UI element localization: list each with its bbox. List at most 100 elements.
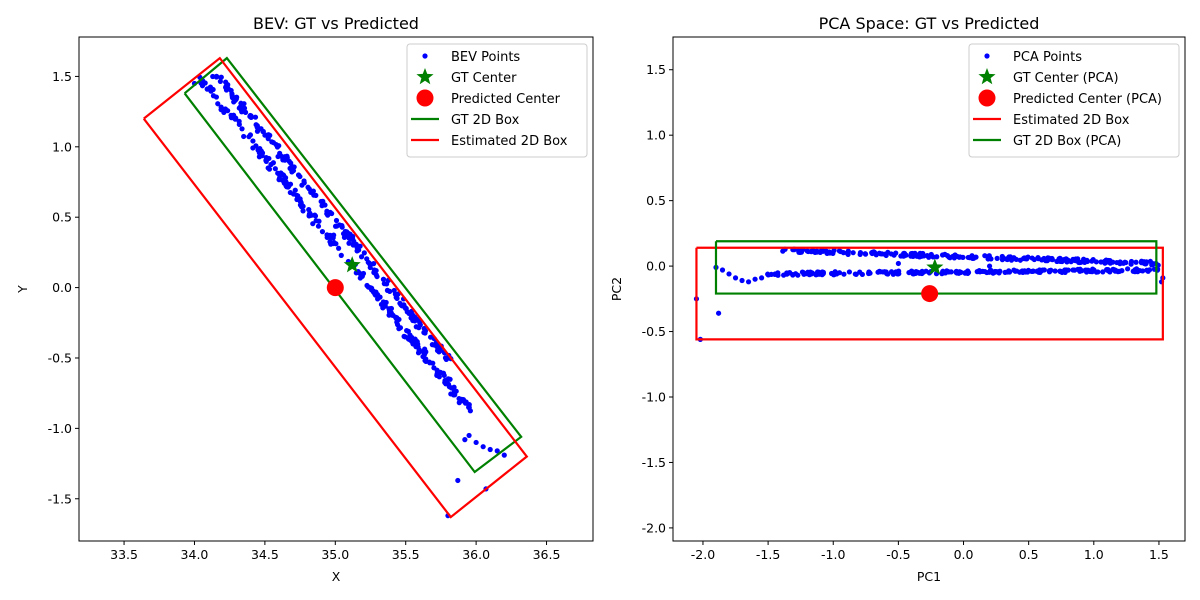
- x-tick-label: 34.5: [251, 547, 279, 562]
- axes-frame: [78, 36, 594, 542]
- data-point: [252, 114, 259, 120]
- data-point: [909, 251, 915, 258]
- data-point: [276, 175, 283, 182]
- data-point: [765, 271, 771, 277]
- data-point: [804, 248, 810, 254]
- data-point: [831, 272, 837, 278]
- data-point: [739, 277, 745, 284]
- data-point: [272, 166, 278, 172]
- data-point: [1140, 268, 1146, 274]
- data-point: [1089, 269, 1095, 275]
- data-point: [295, 172, 302, 178]
- data-point: [332, 223, 339, 229]
- data-point: [1116, 268, 1123, 274]
- data-point: [1013, 256, 1019, 263]
- data-point: [1041, 267, 1047, 273]
- data-point: [1008, 257, 1015, 263]
- data-point: [336, 222, 343, 228]
- x-tick-label: 1.5: [1149, 547, 1169, 562]
- y-tick-label: 1.5: [646, 62, 666, 77]
- data-point: [820, 269, 826, 275]
- data-point: [1023, 269, 1029, 275]
- legend-frame: [406, 43, 588, 158]
- y-tick-label: 1.0: [52, 139, 72, 154]
- data-point: [1149, 262, 1155, 268]
- data-point: [350, 242, 356, 248]
- data-point: [421, 325, 427, 332]
- chart-title: BEV: GT vs Predicted: [253, 14, 419, 33]
- data-point: [1100, 269, 1106, 275]
- data-point: [215, 101, 221, 107]
- gt-center-marker: [926, 258, 944, 275]
- data-point: [217, 78, 223, 85]
- data-point: [253, 143, 259, 149]
- data-point: [241, 133, 247, 140]
- data-point: [409, 312, 415, 318]
- data-point: [953, 269, 959, 275]
- x-axis-label: X: [332, 569, 341, 584]
- x-tick-label: 35.5: [392, 547, 420, 562]
- data-point: [800, 269, 806, 276]
- data-point: [340, 231, 347, 237]
- x-tick-label: 35.0: [321, 547, 349, 562]
- data-point: [298, 199, 304, 206]
- data-point: [982, 253, 988, 259]
- data-point: [1052, 268, 1058, 274]
- data-point: [298, 204, 305, 210]
- data-point: [242, 109, 249, 115]
- data-point: [423, 356, 429, 362]
- data-point: [239, 126, 245, 132]
- data-point: [984, 269, 990, 276]
- chart-title: PCA Space: GT vs Predicted: [819, 14, 1040, 33]
- data-point: [388, 305, 395, 312]
- data-point: [443, 356, 449, 362]
- data-point: [772, 271, 778, 278]
- data-point: [315, 223, 322, 229]
- y-tick-label: -0.5: [48, 350, 72, 365]
- data-point: [336, 245, 342, 251]
- data-point: [246, 134, 252, 140]
- gt-2d-box: [714, 240, 1158, 295]
- data-point: [456, 395, 462, 402]
- estimated-2d-box: [695, 246, 1164, 341]
- data-point: [1075, 256, 1081, 262]
- data-point: [1014, 268, 1020, 274]
- data-point: [1123, 259, 1129, 266]
- data-point: [222, 106, 229, 112]
- y-tick-label: 0.5: [52, 210, 72, 225]
- data-point: [387, 288, 393, 294]
- data-point: [962, 270, 968, 276]
- data-point: [310, 188, 316, 194]
- data-point: [862, 251, 868, 257]
- data-point: [719, 267, 726, 273]
- x-tick-label: 34.0: [181, 547, 209, 562]
- data-point: [356, 247, 362, 253]
- data-point: [292, 187, 298, 193]
- legend-frame: [968, 43, 1180, 158]
- data-point: [1024, 255, 1030, 262]
- data-point: [312, 213, 319, 219]
- axes-frame: [672, 36, 1186, 542]
- data-point: [384, 281, 390, 287]
- data-point: [289, 163, 295, 170]
- data-point: [306, 207, 312, 213]
- data-point: [1031, 256, 1037, 263]
- plot-area: [693, 240, 1166, 342]
- data-point: [306, 211, 313, 217]
- data-point: [1003, 256, 1009, 262]
- data-point: [396, 326, 402, 332]
- data-point: [409, 336, 415, 343]
- data-point: [394, 315, 400, 321]
- x-tick-label: -1.0: [821, 547, 845, 562]
- legend-label: GT 2D Box (PCA): [1013, 134, 1121, 149]
- data-point: [869, 250, 875, 257]
- y-axis-label: PC2: [609, 277, 624, 301]
- data-point: [1035, 256, 1041, 262]
- data-point: [867, 270, 873, 276]
- data-point: [319, 203, 325, 209]
- data-point: [947, 255, 953, 261]
- data-point: [299, 182, 305, 188]
- data-point: [1125, 266, 1131, 272]
- legend-label: GT Center (PCA): [1013, 71, 1119, 86]
- x-tick-label: 0.0: [954, 547, 974, 562]
